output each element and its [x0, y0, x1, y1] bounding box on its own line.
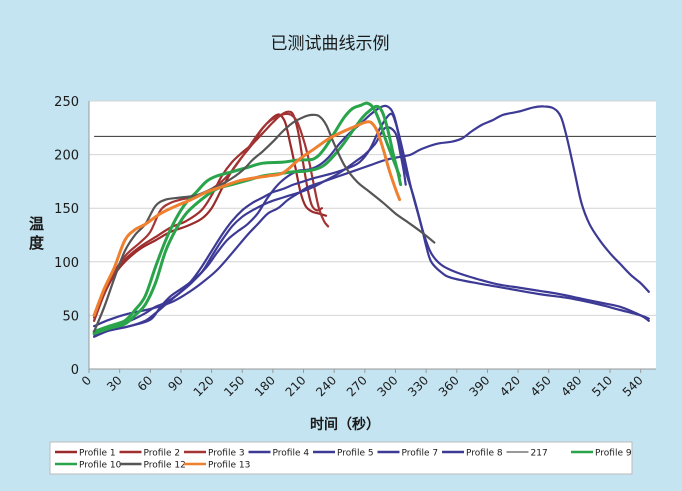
legend-item-profile-5: Profile 5	[313, 449, 374, 459]
legend-label: Profile 3	[208, 449, 245, 459]
legend-label: Profile 4	[273, 449, 310, 459]
x-tick-label: 420	[497, 373, 523, 399]
legend-item-profile-7: Profile 7	[377, 449, 439, 459]
x-tick-label: 240	[313, 373, 339, 399]
legend-item-profile-3: Profile 3	[184, 449, 245, 459]
legend-label: Profile 8	[466, 449, 503, 459]
x-tick-label: 270	[344, 373, 370, 399]
legend-label: Profile 7	[402, 449, 439, 459]
legend-label: Profile 12	[144, 461, 186, 471]
legend-label: Profile 1	[79, 449, 116, 459]
x-tick-label: 450	[528, 373, 554, 399]
x-tick-label: 180	[252, 373, 278, 399]
y-axis-ticks: 0 50 100 150 200 250	[54, 95, 79, 378]
legend-label: Profile 2	[144, 449, 181, 459]
x-tick-label: 210	[283, 373, 309, 399]
series-line-profile-4	[93, 126, 407, 336]
x-tick-label: 540	[620, 373, 646, 399]
legend-label: Profile 13	[208, 461, 250, 471]
x-tick-label: 60	[135, 373, 156, 394]
x-tick-label: 390	[466, 373, 492, 399]
legend-box	[49, 441, 633, 475]
series-lines	[92, 101, 650, 338]
legend-label: Profile 5	[337, 449, 374, 459]
y-tick-label: 200	[54, 149, 79, 164]
x-tick-label: 510	[589, 373, 615, 399]
x-tick-label: 90	[165, 373, 186, 394]
series-line-profile-2	[93, 110, 323, 319]
x-tick-label: 300	[375, 373, 401, 399]
x-tick-label: 30	[104, 373, 125, 394]
y-tick-label: 0	[71, 363, 79, 378]
x-tick-label: 480	[558, 373, 584, 399]
y-axis-label: 温度	[27, 216, 45, 254]
legend: Profile 1 Profile 2 Profile 3 Profile 4 Prof…	[55, 449, 632, 471]
legend-item-profile-12: Profile 12	[119, 461, 186, 471]
legend-label: Profile 9	[595, 449, 632, 459]
y-tick-label: 100	[54, 256, 79, 271]
legend-item-profile-4: Profile 4	[248, 449, 310, 459]
legend-item-profile-1: Profile 1	[55, 449, 116, 459]
x-axis-label: 时间（秒）	[310, 416, 380, 433]
legend-item-profile-10: Profile 10	[55, 461, 122, 471]
y-tick-label: 150	[54, 202, 79, 217]
legend-label: 217	[531, 449, 548, 459]
series-line-profile-13	[92, 120, 402, 317]
x-tick-label: 0	[79, 373, 94, 388]
y-tick-label: 250	[54, 95, 79, 110]
x-tick-label: 330	[405, 373, 431, 399]
chart-title: 已测试曲线示例	[271, 34, 390, 54]
series-line-profile-8	[93, 105, 650, 328]
x-axis-ticks: 0 30 60 90 120 150 180 210 240 270 300 330 360 390 420…	[79, 369, 646, 399]
legend-item-profile-2: Profile 2	[119, 449, 181, 459]
series-line-profile-5	[93, 112, 650, 333]
legend-item-217: 217	[506, 449, 548, 459]
x-tick-label: 150	[221, 373, 247, 399]
x-tick-label: 360	[436, 373, 462, 399]
legend-item-profile-13: Profile 13	[184, 461, 250, 471]
series-line-profile-3	[93, 112, 330, 322]
legend-item-profile-9: Profile 9	[571, 449, 632, 459]
legend-item-profile-8: Profile 8	[442, 449, 503, 459]
y-tick-label: 50	[62, 309, 79, 324]
legend-label: Profile 10	[79, 461, 122, 471]
series-line-profile-10	[92, 101, 402, 333]
x-tick-label: 120	[191, 373, 217, 399]
